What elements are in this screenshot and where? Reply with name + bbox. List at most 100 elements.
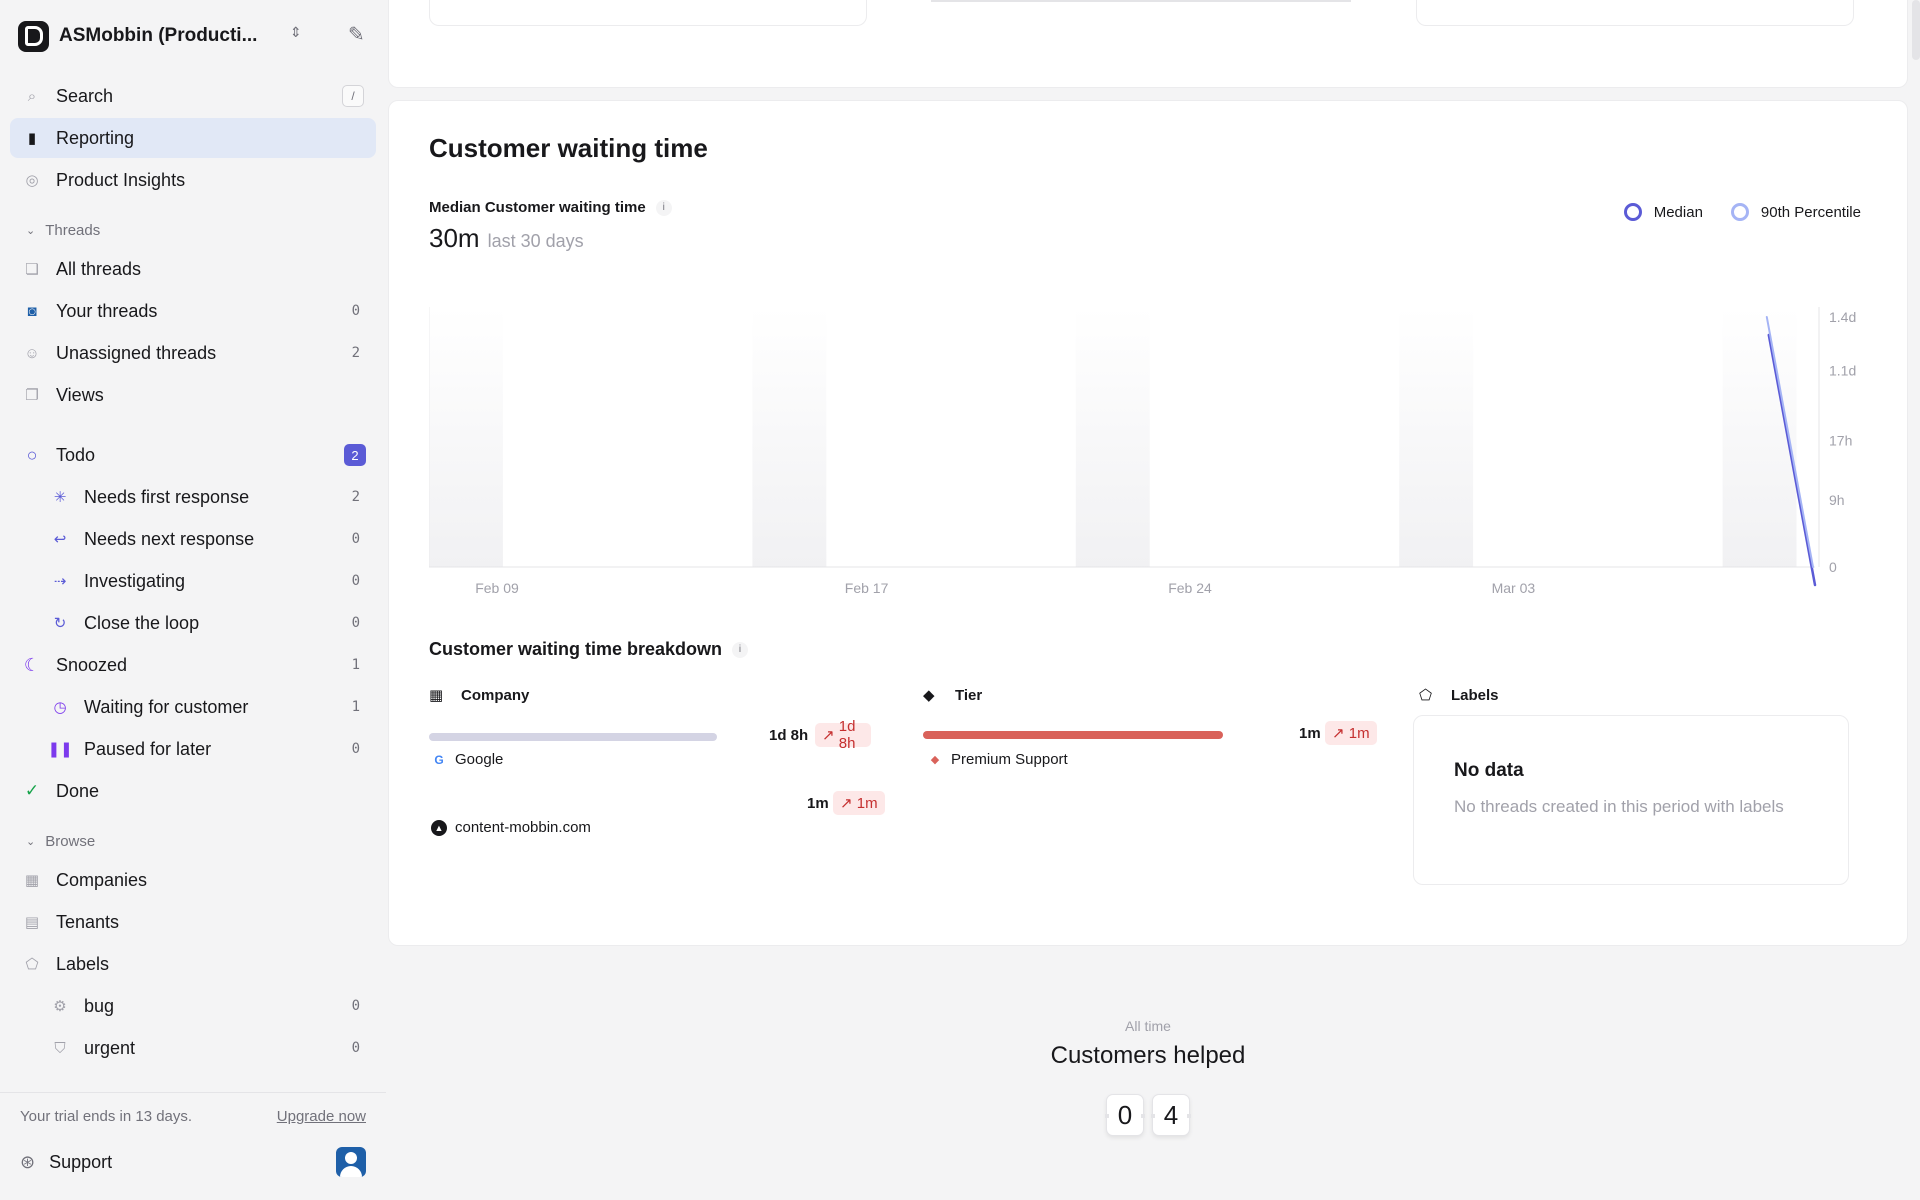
sidebar-item-label: Snoozed (56, 654, 128, 675)
breakdown-row[interactable]: 1m ↗ 1m ▲ content-mobbin.com (429, 789, 885, 849)
stack-icon: ❐ (25, 387, 39, 404)
search-shortcut-key: / (342, 85, 364, 107)
google-logo-icon: G (434, 752, 444, 767)
sidebar-item-count: 0 (351, 615, 360, 631)
sidebar-item-product-insights[interactable]: ◎ Product Insights (10, 160, 376, 200)
chevron-up-down-icon[interactable]: ⇕ (290, 24, 302, 40)
sparkle-icon: ✳ (53, 489, 67, 506)
breakdown-name: ◆ Premium Support (927, 751, 1068, 768)
sidebar-item-label: Reporting (56, 127, 135, 148)
sidebar-item-label: Needs next response (84, 528, 255, 549)
building-icon: ▦ (24, 872, 40, 889)
empty-state-title: No data (1454, 760, 1524, 781)
sidebar-item-label: Unassigned threads (56, 342, 217, 363)
delta-value: 1m (1348, 724, 1370, 742)
y-tick-label: 1.4d (1829, 309, 1856, 325)
column-header-label: Labels (1451, 686, 1499, 704)
upgrade-link[interactable]: Upgrade now (276, 1108, 366, 1125)
section-label: Browse (45, 833, 96, 850)
chat-bubbles-icon: ❏ (25, 261, 39, 278)
sidebar-item-companies[interactable]: ▦ Companies (10, 860, 376, 900)
sidebar-item-needs-next-response[interactable]: ↩ Needs next response 0 (10, 519, 376, 559)
sidebar-item-reporting[interactable]: ▮ Reporting (10, 118, 376, 158)
y-tick-label: 0 (1829, 559, 1837, 575)
sidebar-item-your-threads[interactable]: ◙ Your threads 0 (10, 291, 376, 331)
breakdown-bar (923, 731, 1223, 739)
sidebar-item-needs-first-response[interactable]: ✳ Needs first response 2 (10, 477, 376, 517)
search-icon: ⌕ (27, 87, 37, 105)
x-tick-label: Mar 03 (1492, 580, 1536, 596)
bar-chart-icon: ▮ (27, 130, 37, 147)
sidebar-item-close-the-loop[interactable]: ↻ Close the loop 0 (10, 603, 376, 643)
sidebar-item-todo[interactable]: ○ Todo 2 (10, 435, 376, 475)
sidebar-item-views[interactable]: ❐ Views (10, 375, 376, 415)
sidebar-item-label: Companies (56, 869, 148, 890)
moon-icon: ☾ (23, 654, 41, 675)
sidebar-item-label: Todo (56, 444, 96, 465)
breakdown-tier-column: ◆ Tier 1m ↗ 1m ◆ Premium Support (923, 683, 1383, 768)
info-icon[interactable]: i (655, 199, 672, 216)
sidebar-item-investigating[interactable]: ⇢ Investigating 0 (10, 561, 376, 601)
scrollbar[interactable] (1912, 0, 1920, 60)
breakdown-name-text: Premium Support (951, 751, 1068, 768)
section-label: Threads (45, 222, 101, 239)
sidebar-item-search[interactable]: ⌕ Search / (10, 76, 376, 116)
sidebar-item-label: Labels (56, 953, 110, 974)
breakdown-company-column: ▦ Company 1d 8h ↗ 1d 8h G Google 1m ↗ 1m… (429, 683, 885, 836)
sidebar-item-label: Close the loop (84, 612, 200, 633)
breakdown-name: ▲ content-mobbin.com (431, 819, 591, 836)
gear-icon: ⚙ (53, 998, 67, 1015)
sidebar-item-label-bug[interactable]: ⚙ bug 0 (10, 986, 376, 1026)
sidebar-item-paused-for-later[interactable]: ❚❚ Paused for later 0 (10, 729, 376, 769)
sidebar-item-count: 0 (351, 573, 360, 589)
column-header: ⬠ Labels (1419, 683, 1849, 707)
weekend-band (1075, 307, 1150, 567)
counter-digit: 4 (1151, 1094, 1191, 1136)
sidebar-item-label: Needs first response (84, 486, 250, 507)
sidebar-item-label: Views (56, 384, 104, 405)
waiting-time-chart: 1.4d 1.1d 17h 9h 0 Feb 09 Feb 17 Feb 24 Mar 03 (429, 307, 1856, 596)
breakdown-name: G Google (431, 751, 503, 768)
sidebar-item-count: 0 (351, 741, 360, 757)
reply-icon: ↩ (53, 531, 67, 548)
legend-item-p90[interactable]: 90th Percentile (1730, 203, 1861, 221)
metric-period: last 30 days (487, 231, 584, 251)
compose-icon[interactable]: ✎ (348, 24, 365, 46)
sidebar-item-snoozed[interactable]: ☾ Snoozed 1 (10, 645, 376, 685)
sidebar-item-label: Investigating (84, 570, 186, 591)
breakdown-name-text: Google (455, 751, 504, 768)
sidebar-item-count: 2 (351, 345, 360, 361)
shield-icon: ⛉ (54, 1039, 66, 1057)
workspace-name: ASMobbin (Producti... (59, 25, 258, 46)
delta-value: 1m (856, 794, 878, 812)
user-avatar[interactable] (336, 1147, 366, 1177)
sidebar-item-waiting-for-customer[interactable]: ◷ Waiting for customer 1 (10, 687, 376, 727)
sidebar-item-labels[interactable]: ⬠ Labels (10, 944, 376, 984)
sidebar-item-count: 0 (351, 998, 360, 1014)
legend-item-median[interactable]: Median (1623, 203, 1703, 221)
support-button[interactable]: ⊛ Support (20, 1144, 366, 1180)
company-logo-icon: ▲ (431, 819, 447, 836)
sidebar-item-all-threads[interactable]: ❏ All threads (10, 249, 376, 289)
sidebar-item-label-urgent[interactable]: ⛉ urgent 0 (10, 1028, 376, 1068)
info-icon[interactable]: i (732, 641, 749, 658)
series-line-median (1767, 333, 1817, 587)
metric-label: Median Customer waiting time i (429, 199, 672, 216)
empty-state-description: No threads created in this period with l… (1454, 797, 1784, 816)
breakdown-row[interactable]: 1m ↗ 1m ◆ Premium Support (923, 721, 1383, 781)
breakdown-title: Customer waiting time breakdown i (429, 639, 749, 660)
weekend-band (429, 307, 503, 567)
metric-value: 30m (429, 223, 480, 253)
dotted-arrow-icon: ⇢ (53, 573, 67, 590)
diamond-icon: ◆ (930, 754, 940, 766)
workspace-switcher[interactable]: ASMobbin (Producti... ⇕ ✎ (18, 20, 368, 52)
breakdown-row[interactable]: 1d 8h ↗ 1d 8h G Google (429, 718, 871, 781)
y-tick-label: 17h (1829, 433, 1852, 449)
sidebar-item-label: Done (56, 780, 100, 801)
sidebar-item-unassigned-threads[interactable]: ☺ Unassigned threads 2 (10, 333, 376, 373)
browse-section-toggle[interactable]: ⌄ Browse (26, 833, 95, 850)
series-line-p90 (1765, 316, 1814, 568)
sidebar-item-done[interactable]: ✓ Done (10, 771, 376, 811)
sidebar-item-tenants[interactable]: ▤ Tenants (10, 902, 376, 942)
threads-section-toggle[interactable]: ⌄ Threads (26, 222, 100, 239)
